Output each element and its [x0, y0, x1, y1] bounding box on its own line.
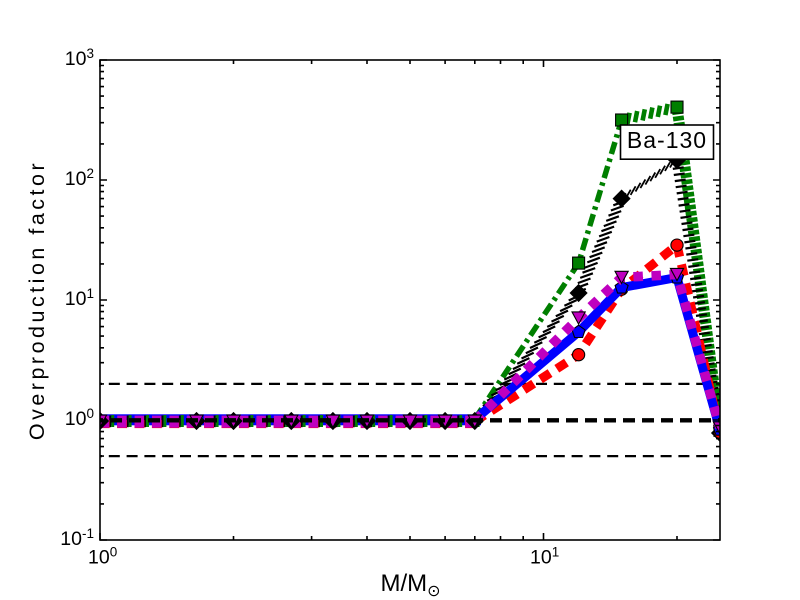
- svg-text:Overproduction factor: Overproduction factor: [25, 160, 49, 440]
- svg-text:Ba-130: Ba-130: [627, 127, 707, 153]
